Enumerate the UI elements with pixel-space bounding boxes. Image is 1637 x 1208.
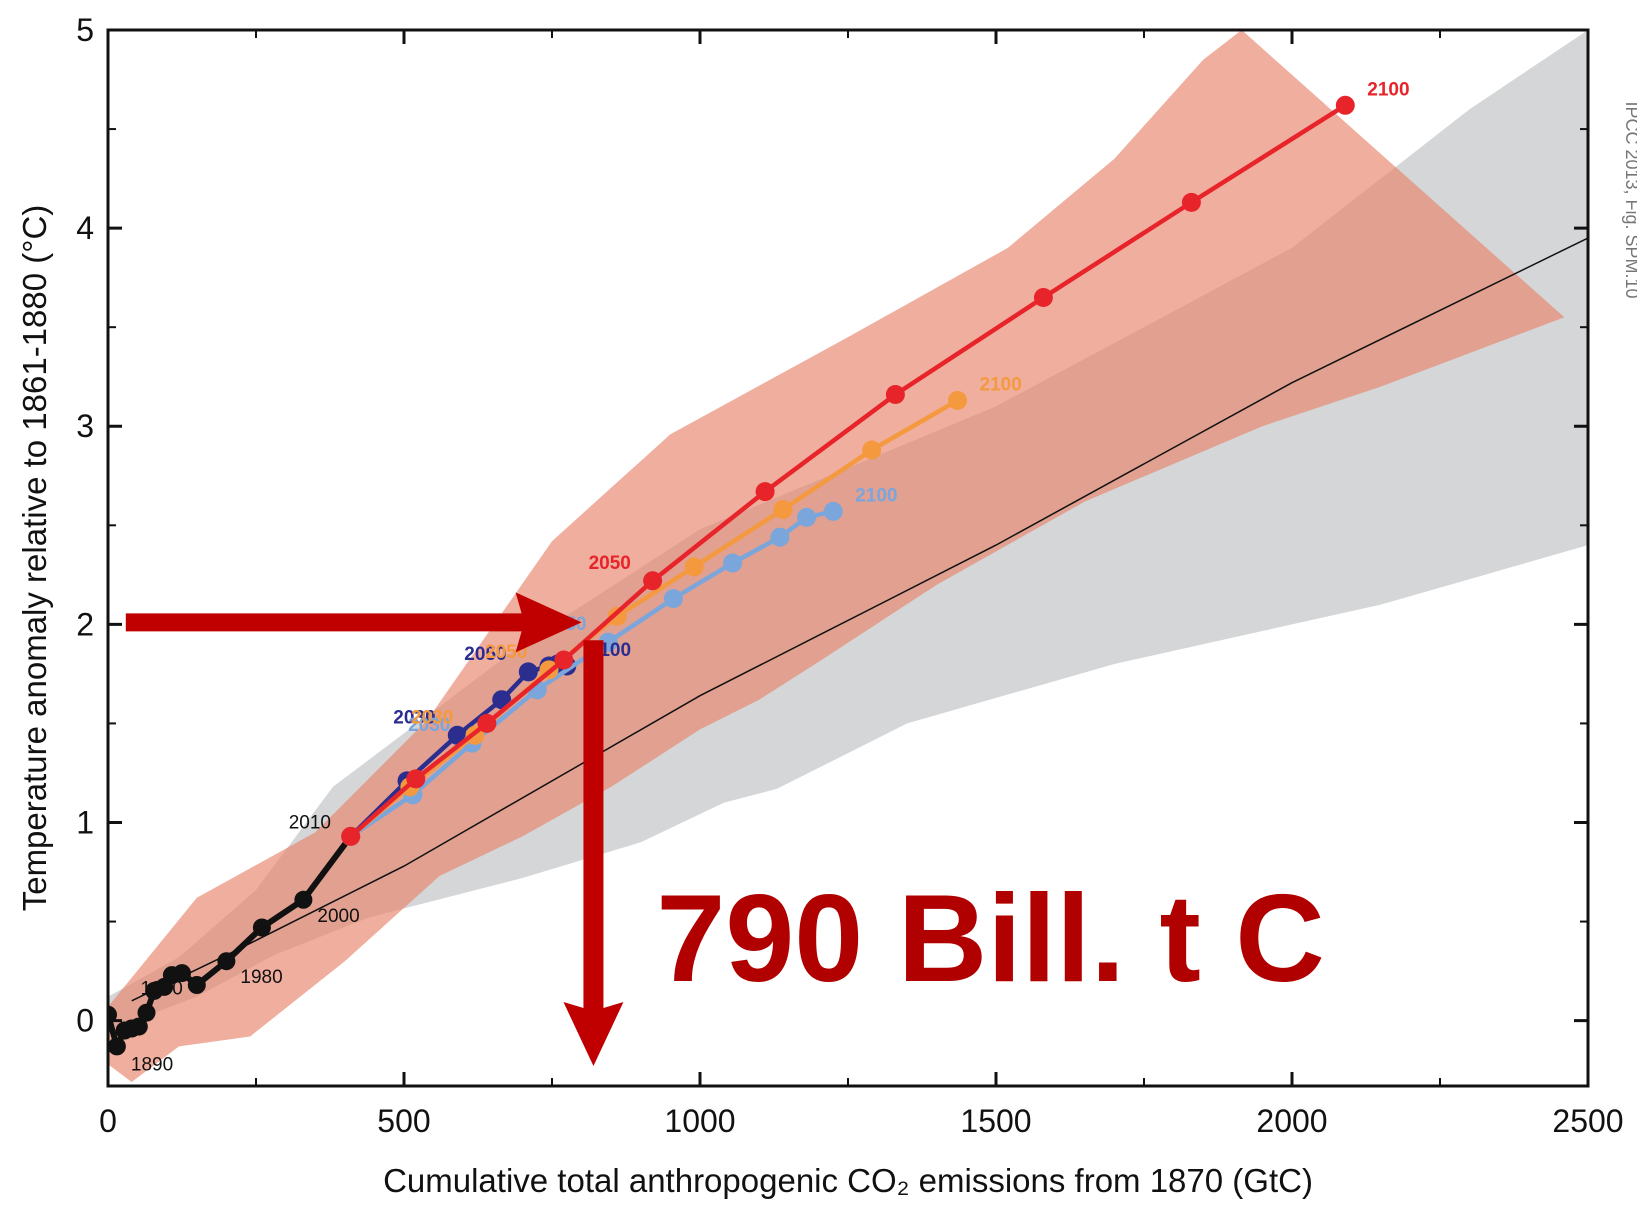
series-5-point-5: [643, 571, 663, 591]
series-3-point-7: [723, 553, 743, 573]
point-label-3-1: 2030: [408, 715, 450, 736]
series-5-point-7: [885, 385, 905, 404]
series-1-point-11: [187, 976, 206, 994]
series-5-point-3: [477, 713, 497, 733]
series-4-point-9: [948, 391, 967, 410]
point-label-4-2: 2050: [485, 642, 527, 663]
series-3-point-5: [598, 632, 618, 652]
y-tick-label-6: 5: [76, 12, 94, 48]
scenario-series: [108, 95, 1355, 1056]
series-5-point-10: [1335, 95, 1355, 115]
x-tick-label-2: 500: [377, 1103, 430, 1139]
point-label-1-4: 2000: [317, 906, 359, 927]
x-tick-label-5: 2000: [1256, 1103, 1327, 1139]
uncertainty-band-2: [108, 30, 1565, 1082]
point-label-5-1: 2050: [589, 553, 631, 574]
series-1-point-10: [173, 964, 191, 983]
series-5-point-2: [406, 769, 426, 789]
series-1-point-13: [252, 918, 271, 937]
x-tick-label-1: 0: [99, 1103, 117, 1139]
series-5-point-8: [1033, 288, 1053, 307]
big-annotation-text: 790 Bill. t C: [656, 870, 1324, 1008]
series-line-3: [349, 509, 834, 839]
point-label-5-2: 2100: [1367, 79, 1409, 100]
series-3-point-8: [770, 527, 790, 547]
y-tick-label-4: 3: [76, 408, 94, 444]
series-2-point-5: [518, 662, 538, 682]
y-tick-label-3: 2: [76, 606, 94, 642]
series-3-point-9: [797, 507, 817, 527]
series-1-point-2: [108, 1037, 126, 1056]
axes: 0 500 1000 1500 2000 2500 0 1 2 3 4 5: [76, 12, 1623, 1139]
series-3-point-6: [663, 589, 683, 609]
point-label-2-1: 2030: [393, 707, 435, 728]
y-axis-title: Temperature anomaly relative to 1861-188…: [16, 205, 53, 912]
series-5-point-1: [341, 826, 361, 846]
point-label-3-3: 2100: [855, 485, 897, 506]
uncertainty-bands: [108, 30, 1588, 1082]
y-tick-label-2: 1: [76, 804, 94, 840]
series-4-point-7: [773, 500, 793, 519]
series-4-point-5: [607, 606, 627, 626]
y-tick-label-5: 4: [76, 210, 94, 246]
series-1-point-12: [217, 952, 236, 971]
series-line-5: [349, 103, 1347, 839]
point-label-1-2: 1950: [141, 979, 183, 1000]
x-tick-label-6: 2500: [1552, 1103, 1623, 1139]
series-4-point-8: [862, 440, 882, 460]
x-tick-label-4: 1500: [960, 1103, 1031, 1139]
point-label-2-2: 2050: [464, 644, 506, 665]
figure-credit: IPCC 2013, Fig. SPM.10: [1622, 101, 1637, 298]
point-label-1-1: 1890: [131, 1054, 173, 1075]
x-axis-title: Cumulative total anthropogenic CO₂ emiss…: [383, 1162, 1313, 1199]
series-1-point-14: [294, 890, 313, 909]
series-4-point-6: [684, 557, 704, 577]
annotations: 790 Bill. t C: [125, 592, 1325, 1066]
series-3-point-10: [823, 501, 843, 521]
y-tick-label-1: 0: [76, 1003, 94, 1039]
point-label-4-3: 2100: [980, 375, 1022, 396]
horizontal-arrow: [125, 592, 582, 653]
vertical-arrow: [563, 640, 624, 1066]
point-label-1-5: 2010: [289, 812, 331, 833]
series-5-point-9: [1181, 192, 1201, 212]
point-label-1-3: 1980: [240, 967, 282, 988]
series-5-point-6: [755, 482, 775, 502]
x-tick-label-3: 1000: [664, 1103, 735, 1139]
series-1-point-6: [137, 1003, 156, 1022]
series-1-point-5: [129, 1017, 148, 1036]
series-5-point-4: [554, 650, 574, 670]
point-label-4-1: 2030: [411, 707, 453, 728]
